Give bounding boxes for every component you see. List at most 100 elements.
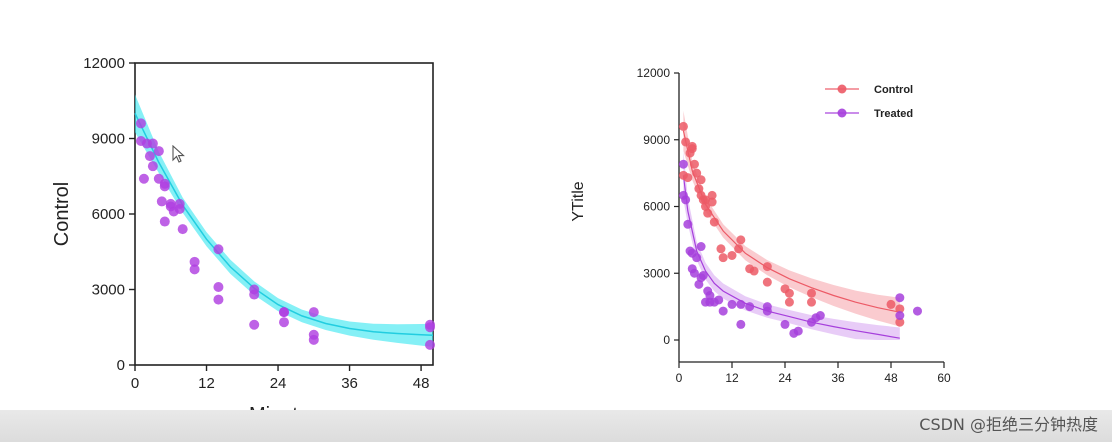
control-point xyxy=(689,159,699,169)
treated-point xyxy=(698,270,708,280)
treated-point xyxy=(678,159,688,169)
data-point xyxy=(249,289,260,300)
control-point xyxy=(762,277,772,287)
treated-point xyxy=(727,299,737,309)
control-point xyxy=(734,244,744,254)
control-point xyxy=(707,190,717,200)
y-axis-title: Control xyxy=(51,182,73,246)
treated-point xyxy=(696,242,706,252)
control-point xyxy=(727,250,737,260)
treated-point xyxy=(681,195,691,205)
control-point xyxy=(762,262,772,272)
control-confidence-band xyxy=(683,110,900,327)
data-point xyxy=(249,319,260,330)
treated-point xyxy=(705,291,715,300)
treated-confidence-band xyxy=(683,150,900,340)
control-point xyxy=(716,244,726,254)
y-tick-label: 9000 xyxy=(92,131,125,148)
data-point xyxy=(308,334,319,345)
control-point xyxy=(895,317,905,327)
data-point xyxy=(213,294,224,305)
treated-point xyxy=(736,299,746,309)
control-point xyxy=(678,121,688,131)
data-point xyxy=(425,322,436,333)
data-point xyxy=(153,146,164,157)
control-point xyxy=(687,144,697,154)
data-point xyxy=(279,307,289,318)
data-point xyxy=(177,224,188,235)
data-point xyxy=(138,173,149,184)
data-point xyxy=(147,161,158,172)
fit-curve xyxy=(134,112,434,337)
data-point xyxy=(135,118,146,129)
x-tick-label: 36 xyxy=(341,375,358,392)
data-point xyxy=(213,281,224,292)
control-point xyxy=(895,304,905,314)
treated-point xyxy=(683,219,693,229)
treated-point xyxy=(745,302,755,312)
control-point xyxy=(807,288,816,298)
x-tick-label: 12 xyxy=(725,371,739,385)
data-point xyxy=(425,339,436,350)
data-point xyxy=(144,151,155,162)
control-point xyxy=(707,197,717,207)
treated-point xyxy=(815,311,825,321)
bottom-bar xyxy=(0,410,1112,442)
data-point xyxy=(213,244,224,255)
y-tick-label: 3000 xyxy=(643,266,670,280)
mouse-cursor-icon xyxy=(172,144,186,170)
chart-right-control-treated: 03000600090001200001224364860MinutesYTit… xyxy=(570,66,951,434)
treated-point xyxy=(780,319,790,329)
control-point xyxy=(696,175,706,185)
x-tick-label: 0 xyxy=(676,371,683,385)
y-tick-label: 0 xyxy=(663,333,670,347)
data-point xyxy=(159,181,170,192)
data-point xyxy=(189,264,200,275)
control-point xyxy=(807,297,816,307)
legend-treated-label: Treated xyxy=(874,108,913,120)
watermark-text: CSDN @拒绝三分钟热度 xyxy=(919,415,1098,434)
data-point xyxy=(174,203,185,214)
legend-control-marker xyxy=(837,84,847,94)
treated-point xyxy=(736,319,746,329)
control-point xyxy=(784,288,794,298)
control-point xyxy=(886,299,896,309)
data-point xyxy=(279,317,289,328)
control-point xyxy=(681,137,691,147)
y-tick-label: 12000 xyxy=(637,66,671,80)
y-tick-label: 0 xyxy=(117,357,125,374)
chart-left-control-vs-minutes: 012243648030006000900012000MinutesContro… xyxy=(51,55,436,426)
x-tick-label: 24 xyxy=(778,371,792,385)
control-point xyxy=(736,235,746,245)
treated-point xyxy=(913,306,922,316)
data-point xyxy=(189,256,200,267)
control-point xyxy=(749,266,759,276)
x-tick-label: 0 xyxy=(131,375,139,392)
y-tick-label: 12000 xyxy=(83,55,125,72)
treated-point xyxy=(718,306,728,316)
y-tick-label: 6000 xyxy=(92,206,125,223)
treated-point xyxy=(793,326,803,336)
confidence-band xyxy=(135,94,433,347)
data-point xyxy=(308,307,319,318)
treated-point xyxy=(689,268,699,278)
control-point xyxy=(709,217,719,227)
treated-point xyxy=(895,293,905,303)
x-tick-label: 60 xyxy=(937,371,951,385)
control-point xyxy=(692,168,702,178)
x-tick-label: 24 xyxy=(270,375,287,392)
treated-point xyxy=(714,295,724,305)
control-point xyxy=(718,253,728,263)
treated-point xyxy=(762,302,772,312)
control-point xyxy=(784,297,794,307)
y-tick-label: 9000 xyxy=(643,133,670,147)
legend-treated-marker xyxy=(837,108,847,118)
legend-control-label: Control xyxy=(874,84,913,96)
treated-point xyxy=(692,253,702,263)
x-tick-label: 12 xyxy=(198,375,215,392)
x-tick-label: 48 xyxy=(413,375,430,392)
x-tick-label: 36 xyxy=(831,371,845,385)
y-tick-label: 3000 xyxy=(92,282,125,299)
y-tick-label: 6000 xyxy=(643,200,670,214)
